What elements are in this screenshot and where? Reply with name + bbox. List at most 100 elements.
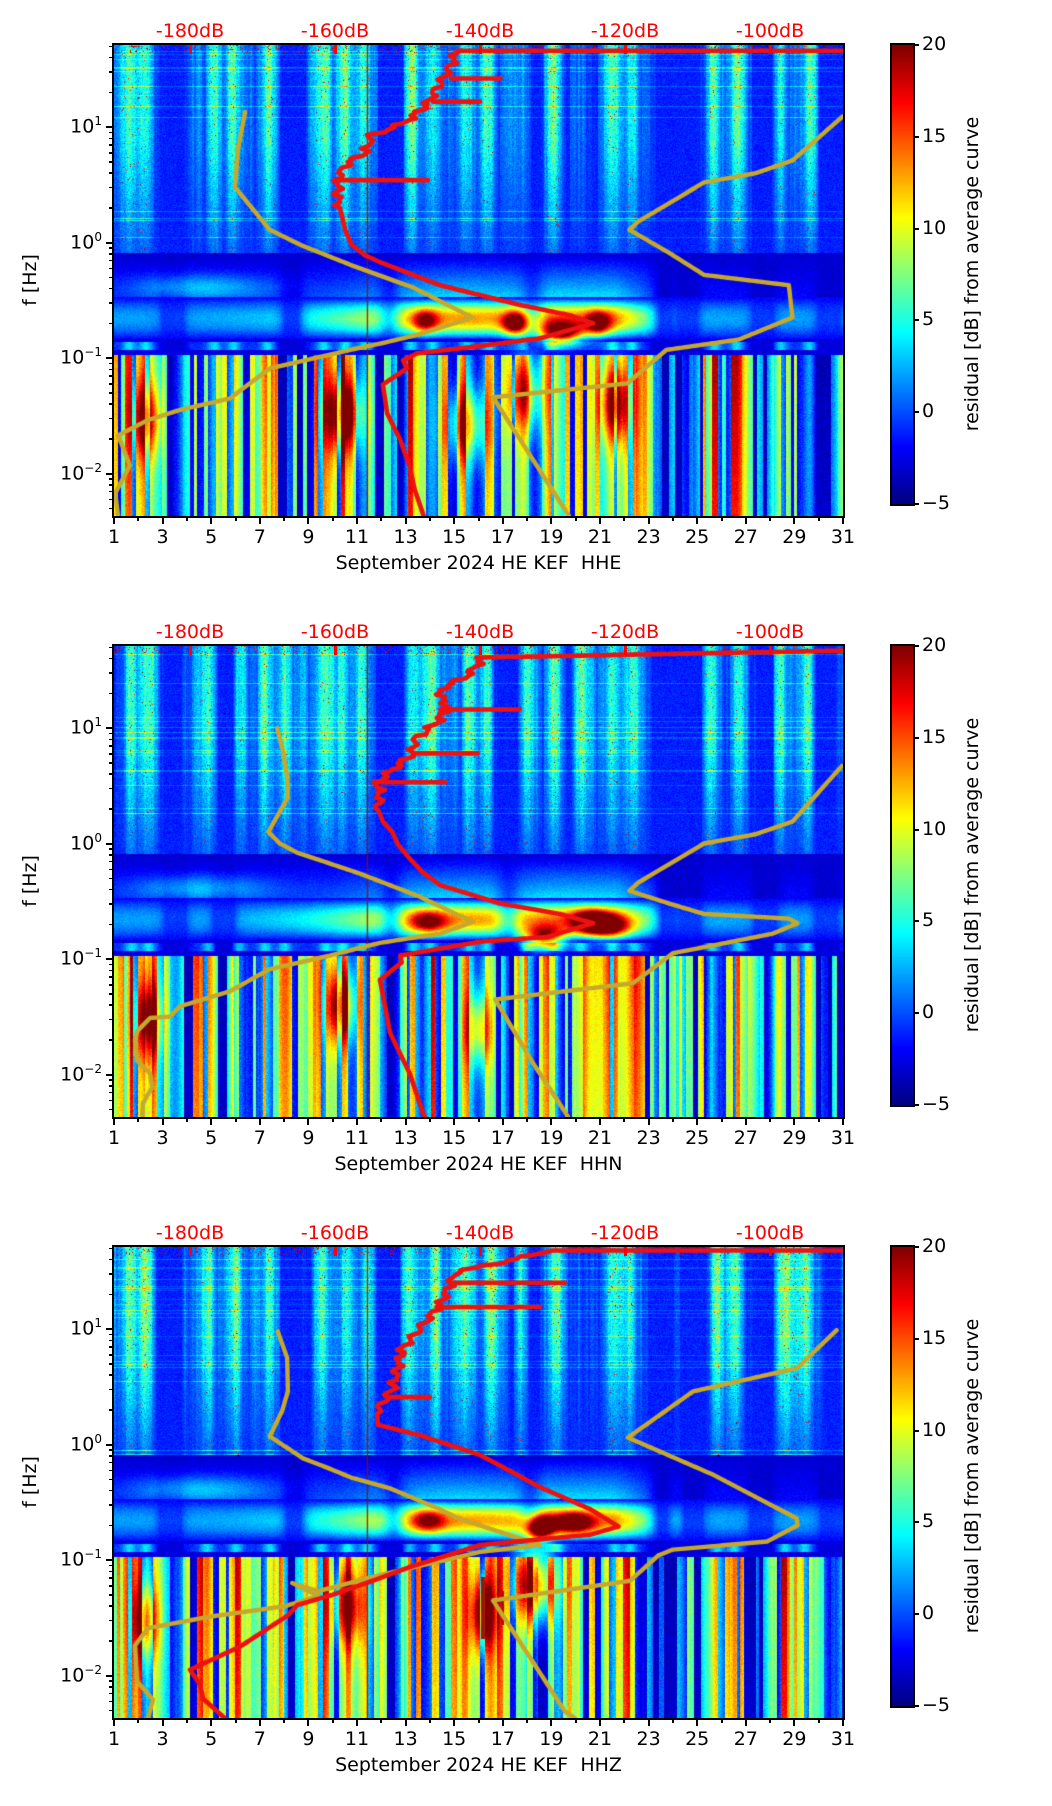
colorbar-border — [890, 1245, 915, 1708]
y-minor-tick — [109, 1594, 114, 1596]
x-major-tick — [161, 1718, 164, 1726]
y-tick-label: 101 — [70, 1316, 102, 1340]
x-minor-tick — [817, 1117, 820, 1122]
y-minor-tick — [109, 1478, 114, 1481]
top-db-axis-label: -100dB — [735, 20, 805, 42]
y-minor-tick — [109, 137, 114, 140]
x-major-tick — [599, 516, 601, 524]
x-major-tick — [599, 1117, 601, 1125]
x-major-tick — [453, 516, 456, 524]
x-minor-tick — [574, 1117, 577, 1122]
y-minor-tick — [109, 484, 114, 486]
x-major-tick — [453, 1718, 456, 1726]
x-tick-label: 15 — [442, 1127, 467, 1149]
x-minor-tick — [817, 516, 820, 521]
x-minor-tick — [720, 1117, 723, 1122]
x-minor-tick — [137, 516, 140, 521]
y-tick-label: 100 — [70, 1431, 102, 1455]
y-minor-tick — [109, 71, 114, 73]
top-db-red-tick — [478, 646, 482, 655]
y-minor-tick — [109, 1091, 114, 1094]
y-minor-tick — [109, 1374, 114, 1376]
x-tick-label: 5 — [205, 1127, 218, 1149]
top-db-axis-label: -140dB — [445, 621, 515, 643]
x-tick-label: 1 — [107, 1728, 121, 1750]
colorbar-canvas — [892, 646, 913, 1105]
colorbar-tick — [913, 645, 919, 647]
y-minor-tick — [109, 375, 114, 377]
y-minor-tick — [109, 1461, 114, 1464]
y-minor-tick — [109, 1039, 114, 1041]
x-tick-label: 1 — [107, 1127, 121, 1149]
x-minor-tick — [574, 1718, 577, 1723]
top-db-red-tick — [333, 45, 337, 54]
top-db-red-tick — [333, 646, 337, 655]
top-db-axis-label: -100dB — [735, 1222, 805, 1244]
y-minor-tick — [109, 1339, 114, 1342]
colorbar-border — [890, 43, 915, 506]
x-minor-tick — [428, 1117, 431, 1122]
colorbar-tick — [913, 1521, 919, 1524]
x-major-tick — [258, 1718, 261, 1726]
y-major-tick — [106, 727, 114, 729]
colorbar-tick-label: 10 — [922, 817, 947, 840]
colorbar-tick-label: 15 — [922, 725, 947, 748]
x-major-tick — [210, 1718, 213, 1726]
y-major-tick — [106, 1328, 114, 1330]
colorbar-label: residual [dB] from average curve — [961, 1318, 983, 1634]
x-tick-label: 17 — [490, 1127, 515, 1149]
x-tick-label: 23 — [636, 1728, 661, 1750]
x-tick-label: 21 — [587, 1728, 613, 1750]
top-db-axis-label: -160dB — [300, 20, 370, 42]
colorbar-tick-label: −5 — [922, 1694, 951, 1716]
x-major-tick — [793, 1117, 796, 1125]
colorbar-tick-label: 10 — [922, 216, 947, 239]
colorbar-tick — [913, 319, 919, 322]
y-minor-tick — [109, 207, 114, 209]
y-minor-tick — [109, 969, 114, 972]
y-minor-tick — [109, 172, 114, 174]
x-major-tick — [356, 1117, 358, 1125]
x-major-tick — [744, 1718, 747, 1726]
y-minor-tick — [109, 848, 114, 850]
y-minor-tick — [109, 1619, 114, 1622]
top-db-red-tick — [623, 1247, 627, 1256]
y-minor-tick — [109, 1004, 114, 1006]
y-minor-tick — [109, 1247, 114, 1250]
x-minor-tick — [137, 1718, 140, 1723]
x-minor-tick — [623, 1718, 626, 1723]
x-tick-label: 11 — [344, 1728, 370, 1750]
y-minor-tick — [109, 762, 114, 764]
y-minor-tick — [109, 1692, 114, 1695]
y-minor-tick — [109, 91, 114, 94]
x-major-tick — [453, 1117, 456, 1125]
x-tick-label: 13 — [393, 1127, 418, 1149]
x-tick-label: 29 — [782, 1127, 807, 1149]
x-major-tick — [161, 516, 164, 524]
x-tick-label: 3 — [156, 1728, 169, 1750]
x-major-tick — [696, 1117, 699, 1125]
y-minor-tick — [109, 1409, 114, 1411]
top-db-red-tick — [768, 646, 772, 655]
y-minor-tick — [109, 1640, 114, 1642]
y-minor-tick — [109, 773, 114, 775]
y-major-tick — [106, 126, 114, 128]
x-minor-tick — [185, 516, 188, 521]
y-minor-tick — [109, 860, 114, 863]
x-major-tick — [501, 516, 504, 524]
y-minor-tick — [109, 1564, 114, 1567]
x-major-tick — [647, 1718, 650, 1726]
y-minor-tick — [109, 963, 114, 966]
x-major-tick — [842, 1117, 844, 1125]
x-tick-label: 5 — [205, 526, 218, 548]
y-minor-tick — [109, 1079, 114, 1081]
x-minor-tick — [428, 1718, 431, 1723]
y-minor-tick — [109, 1108, 114, 1111]
x-tick-label: 23 — [636, 526, 661, 548]
top-db-red-tick — [623, 646, 627, 655]
y-minor-tick — [109, 56, 114, 59]
colorbar-tick — [913, 1012, 919, 1015]
x-tick-label: 21 — [587, 526, 613, 548]
x-major-tick — [744, 1117, 747, 1125]
y-tick-label: 100 — [70, 229, 102, 253]
